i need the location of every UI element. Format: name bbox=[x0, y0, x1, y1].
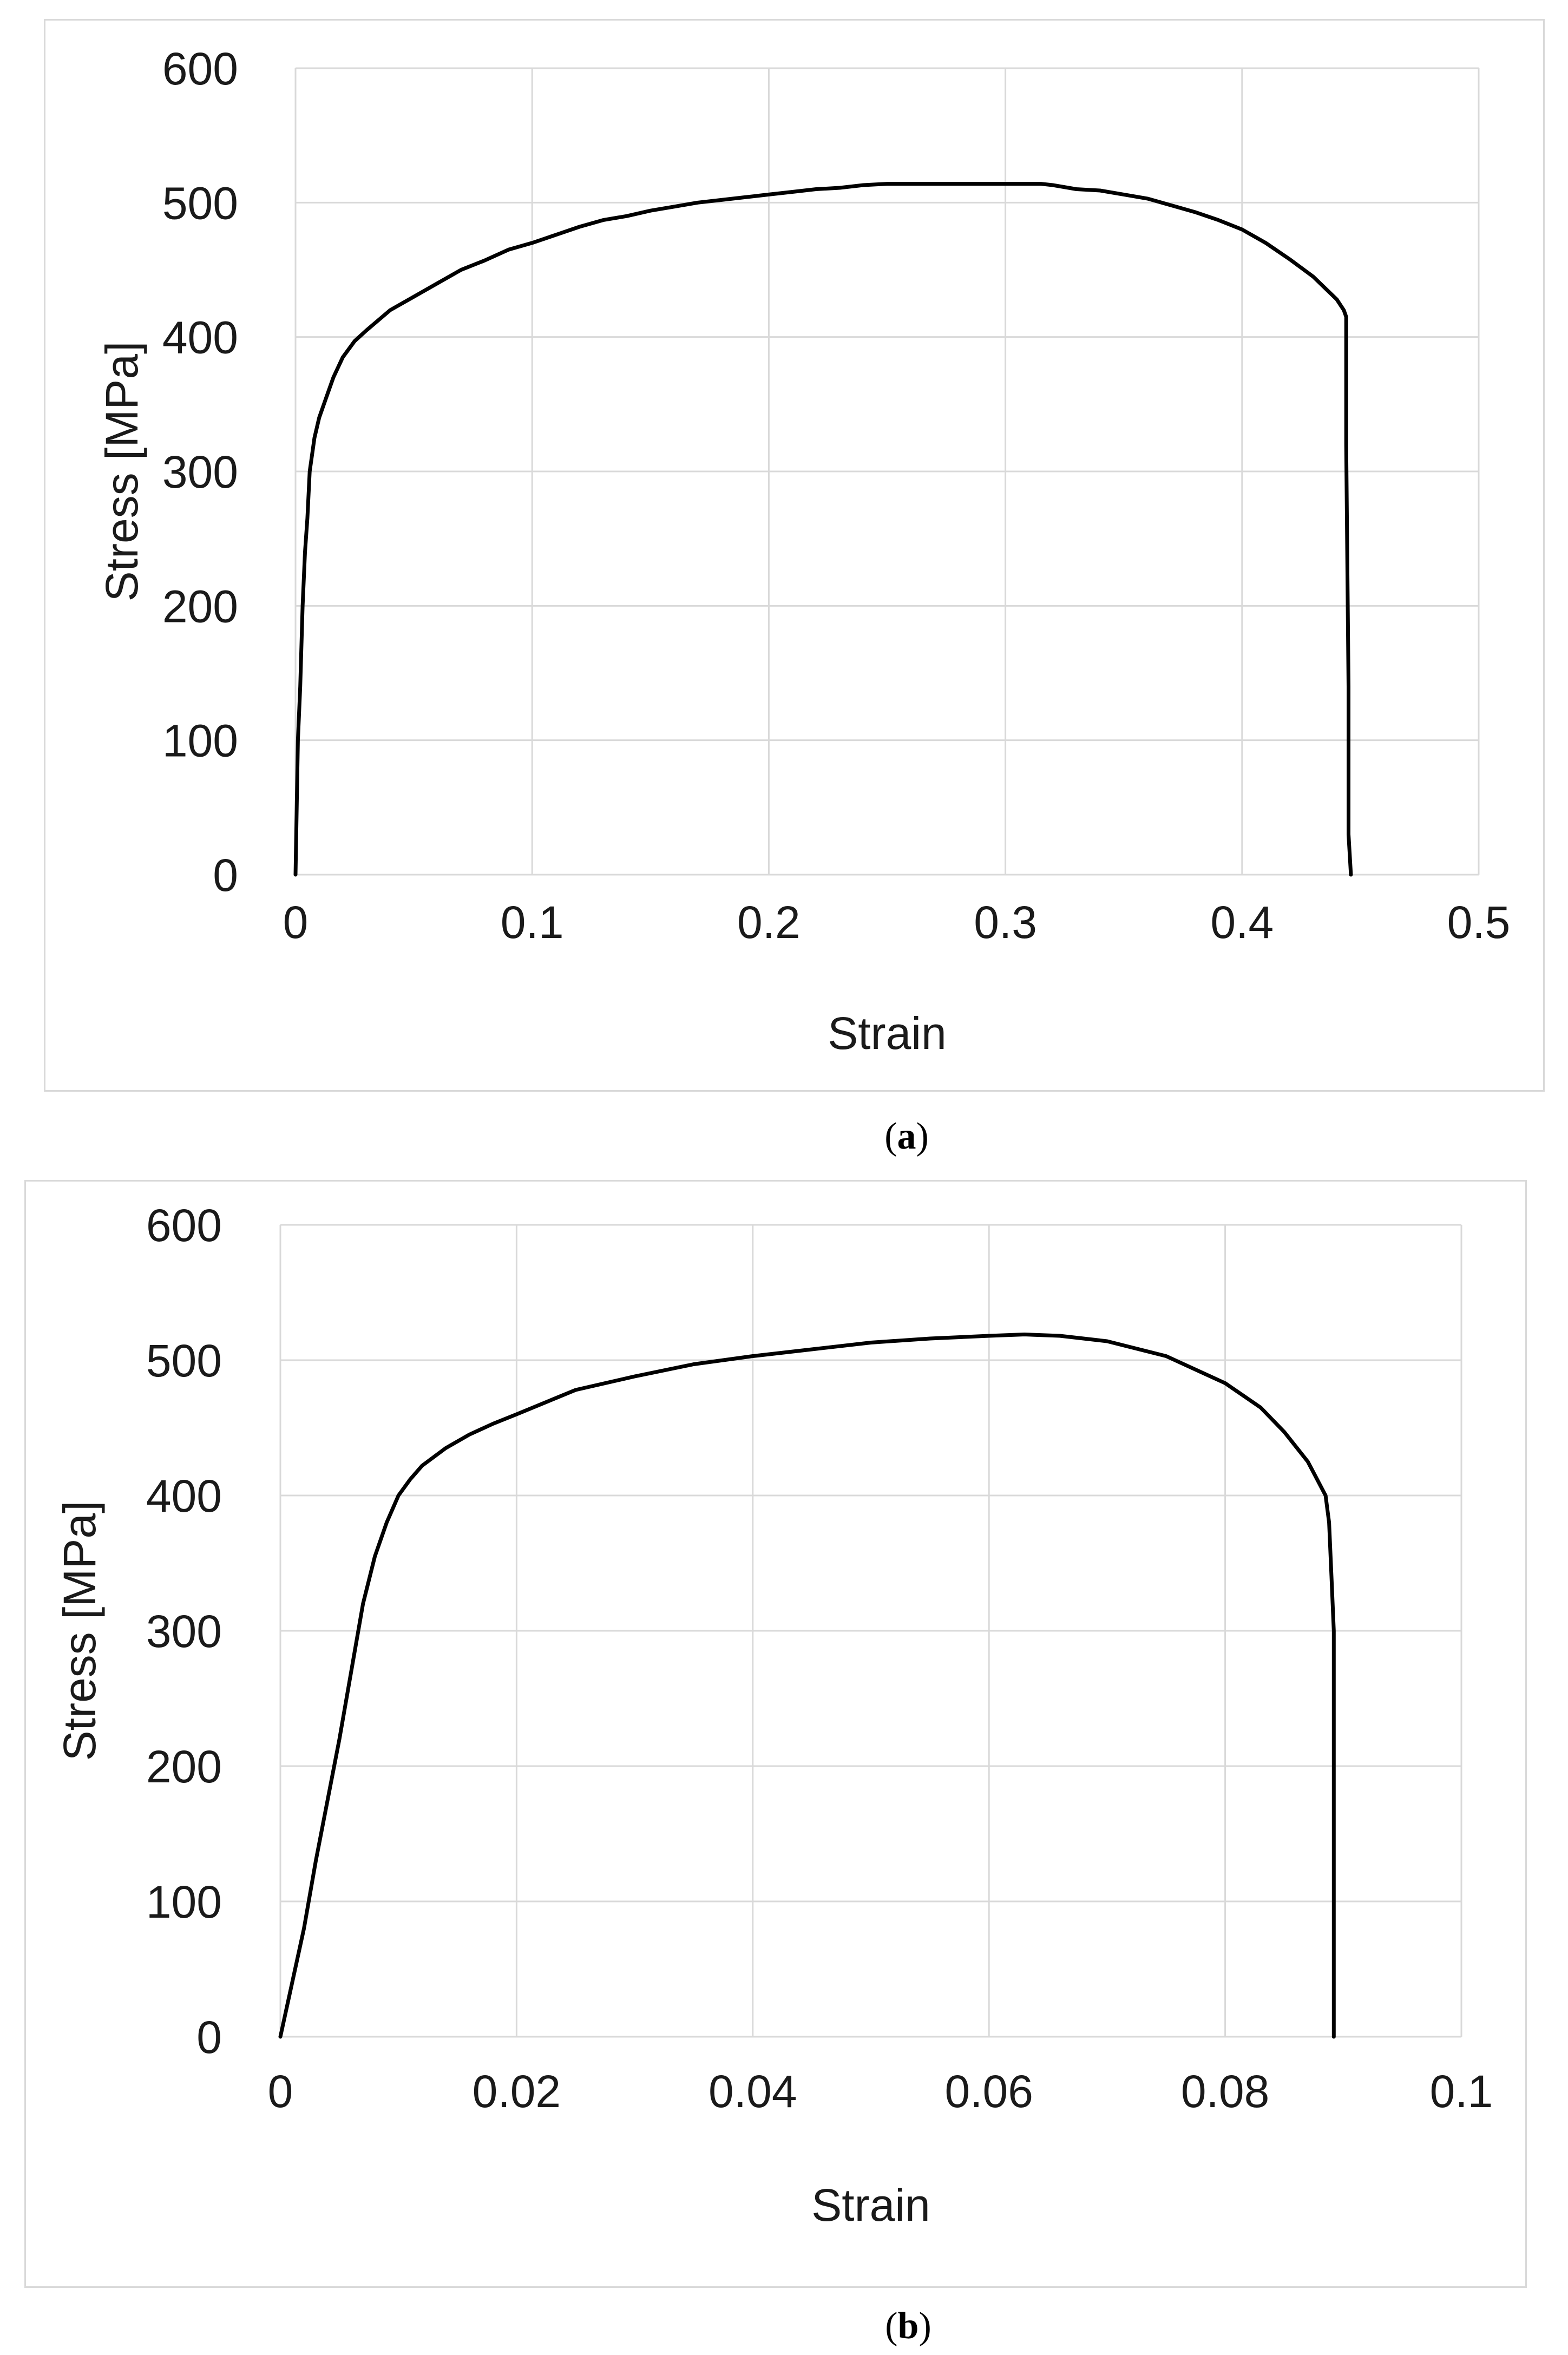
c1-y-tick-label: 600 bbox=[146, 1200, 222, 1251]
c0-x-tick-label: 0.1 bbox=[501, 897, 564, 948]
caption-b: (b) bbox=[885, 2305, 931, 2347]
c0-x-tick-label: 0.2 bbox=[737, 897, 801, 948]
c1-y-tick-label: 200 bbox=[146, 1741, 222, 1792]
c1-x-axis-title: Strain bbox=[811, 2180, 930, 2231]
c1-series-line-0 bbox=[278, 1333, 1336, 2039]
c0-y-tick-label: 600 bbox=[162, 43, 238, 94]
c1-y-tick-label: 400 bbox=[146, 1471, 222, 1521]
stress-strain-chart-b: 0 0.02 0.04 0.06 0.08 0.1 0 100 200 300 400 500 600 S… bbox=[54, 1200, 1493, 2231]
chart-panel-b: 0 0.02 0.04 0.06 0.08 0.1 0 100 200 300 400 500 600 S… bbox=[24, 1180, 1527, 2288]
c0-y-axis-title: Stress [MPa] bbox=[96, 342, 147, 602]
c1-x-tick-label: 0.08 bbox=[1181, 2066, 1270, 2117]
c1-y-tick-label: 100 bbox=[146, 1877, 222, 1927]
c1-x-tick-label: 0.1 bbox=[1430, 2066, 1493, 2117]
c0-y-tick-label: 200 bbox=[162, 581, 238, 632]
c0-x-tick-label: 0.3 bbox=[974, 897, 1037, 948]
c1-y-tick-label: 500 bbox=[146, 1335, 222, 1386]
c1-x-tick-label: 0.02 bbox=[473, 2066, 561, 2117]
stress-strain-chart-a: 0 0.1 0.2 0.3 0.4 0.5 0 100 200 300 400 500 600 Strai… bbox=[96, 43, 1511, 1059]
c1-x-tick-label: 0.04 bbox=[708, 2066, 797, 2117]
c0-series-line-0 bbox=[293, 182, 1353, 877]
c0-x-tick-label: 0.4 bbox=[1210, 897, 1274, 948]
c0-x-axis-title: Strain bbox=[828, 1008, 946, 1059]
c1-y-tick-label: 0 bbox=[196, 2012, 222, 2063]
c0-y-tick-label: 400 bbox=[162, 312, 238, 363]
c0-y-tick-label: 100 bbox=[162, 716, 238, 766]
c0-y-tick-label: 500 bbox=[162, 178, 238, 228]
caption-a: (a) bbox=[884, 1116, 929, 1157]
c1-y-tick-label: 300 bbox=[146, 1606, 222, 1657]
c0-y-tick-label: 0 bbox=[213, 850, 238, 901]
chart-panel-a: 0 0.1 0.2 0.3 0.4 0.5 0 100 200 300 400 500 600 Strai… bbox=[44, 19, 1545, 1092]
c0-x-tick-label: 0.5 bbox=[1447, 897, 1511, 948]
c1-y-axis-title: Stress [MPa] bbox=[54, 1501, 105, 1761]
c1-x-tick-label: 0.06 bbox=[944, 2066, 1033, 2117]
c1-x-tick-label: 0 bbox=[268, 2066, 293, 2117]
c0-x-tick-label: 0 bbox=[283, 897, 309, 948]
c0-y-tick-label: 300 bbox=[162, 447, 238, 497]
